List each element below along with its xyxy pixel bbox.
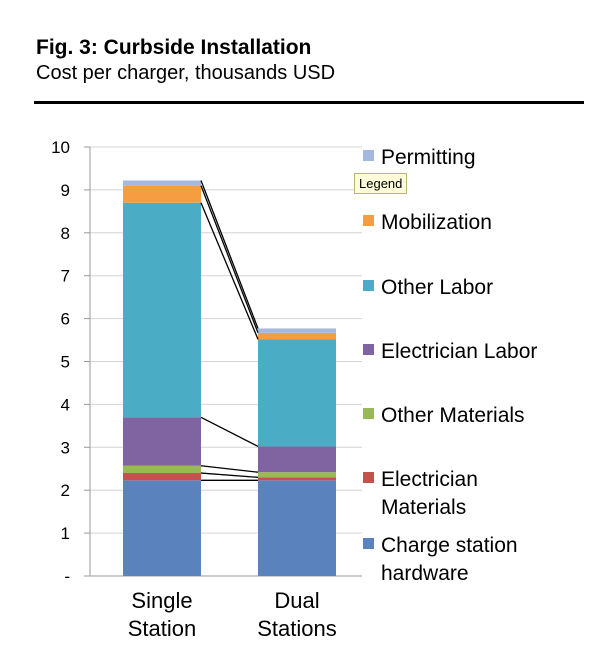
legend-swatch-0 xyxy=(363,538,374,549)
legend-entry-6: Permitting xyxy=(381,146,476,169)
y-tick-label: 9 xyxy=(61,181,70,200)
y-tick-label: 4 xyxy=(61,395,70,414)
bar-segment-6-1 xyxy=(258,328,336,333)
bar-segment-0-0 xyxy=(123,480,201,576)
legend-swatch-3 xyxy=(363,344,374,355)
bar-segment-0-1 xyxy=(258,480,336,576)
legend-swatch-1 xyxy=(363,472,374,483)
bar-segment-2-1 xyxy=(258,472,336,478)
legend-swatch-6 xyxy=(363,150,374,161)
y-tick-label: 2 xyxy=(61,481,70,500)
legend-entry-2: Other Materials xyxy=(381,404,525,427)
y-tick-label: - xyxy=(64,567,70,586)
bar-segment-1-1 xyxy=(258,477,336,481)
bar-segment-5-0 xyxy=(123,185,201,203)
bar-segment-3-0 xyxy=(123,417,201,466)
legend-entry-5: Mobilization xyxy=(381,211,492,234)
bar-segment-6-0 xyxy=(123,180,201,186)
y-tick-label: 3 xyxy=(61,438,70,457)
series-line xyxy=(200,465,259,473)
y-tick-label: 1 xyxy=(61,524,70,543)
y-tick-label: 8 xyxy=(61,224,70,243)
chart-title: Fig. 3: Curbside Installation xyxy=(36,36,312,59)
bar-segment-3-1 xyxy=(258,446,336,473)
bar-segment-4-0 xyxy=(123,202,201,418)
bar-segment-2-0 xyxy=(123,465,201,474)
chart-subtitle: Cost per charger, thousands USD xyxy=(36,62,336,84)
legend-swatch-2 xyxy=(363,408,374,419)
y-tick-label: 7 xyxy=(61,267,70,286)
title-divider xyxy=(34,101,584,104)
legend-swatch-5 xyxy=(363,215,374,226)
series-line xyxy=(200,202,259,340)
y-tick-label: 5 xyxy=(61,353,70,372)
bar-segment-1-0 xyxy=(123,473,201,481)
legend-entry-4: Other Labor xyxy=(381,276,493,299)
legend-entry-3: Electrician Labor xyxy=(381,340,537,363)
bar-segment-4-1 xyxy=(258,339,336,447)
legend-entry-1: Electrician Materials xyxy=(381,468,478,519)
series-line xyxy=(200,180,259,329)
series-line xyxy=(200,416,259,448)
series-line xyxy=(200,185,259,333)
x-category-label: Single Station xyxy=(128,588,197,641)
legend-tooltip: Legend xyxy=(354,173,408,194)
bar-segment-5-1 xyxy=(258,332,336,340)
y-tick-label: 6 xyxy=(61,310,70,329)
legend-swatch-4 xyxy=(363,280,374,291)
series-line xyxy=(200,472,259,478)
x-category-label: Dual Stations xyxy=(257,588,337,641)
y-tick-label: 10 xyxy=(51,138,70,157)
legend-entry-0: Charge station hardware xyxy=(381,534,518,585)
